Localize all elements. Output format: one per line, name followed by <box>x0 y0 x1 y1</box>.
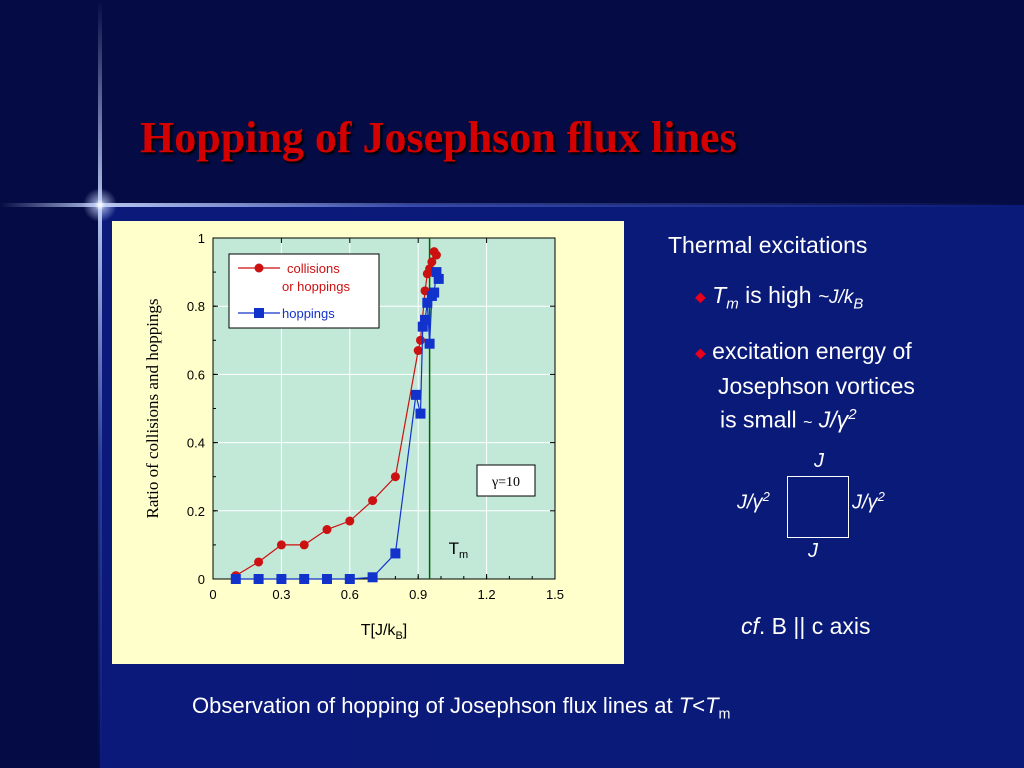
slide-header-band <box>0 0 1024 205</box>
data-point-collisions <box>368 496 378 506</box>
chart-panel: 0 0.3 0.6 0.9 1.2 1.5 0 0.2 0.4 0.6 0.8 1 Tm collisio… <box>112 221 624 664</box>
tm-label-sub: m <box>459 549 468 561</box>
slide-side-band <box>0 0 100 768</box>
footer-lt: < <box>692 693 706 718</box>
footer-text: Observation of hopping of Josephson flux… <box>192 693 679 718</box>
y-tick-label: 0.2 <box>187 504 205 519</box>
y-axis-label: Ratio of collisions and hoppings <box>143 298 162 518</box>
data-point-hoppings <box>299 574 310 584</box>
coupling-square <box>787 476 849 538</box>
data-point-collisions <box>427 257 437 267</box>
data-point-hoppings <box>276 574 287 584</box>
data-point-collisions <box>413 346 423 356</box>
bullet-line3: is small <box>720 406 797 433</box>
data-point-hoppings <box>415 408 426 419</box>
data-point-hoppings <box>417 321 428 332</box>
notes-heading: Thermal excitations <box>668 232 868 258</box>
bullet-line1: excitation energy of <box>712 338 912 364</box>
small-energy-superscript: 2 <box>848 406 857 423</box>
gamma-annotation: γ=10 <box>491 475 520 490</box>
decor-star-icon <box>80 185 120 225</box>
legend-label-collisions: collisions <box>287 261 340 276</box>
data-point-hoppings <box>420 314 431 325</box>
data-point-hoppings <box>422 297 433 308</box>
data-point-collisions <box>299 540 309 550</box>
y-tick-label: 0.4 <box>187 436 205 451</box>
bullet-diamond-icon: ◆ <box>695 344 706 361</box>
cf-note: cf. B || c axis <box>741 613 871 640</box>
slide-footer: Observation of hopping of Josephson flux… <box>192 693 730 722</box>
data-point-hoppings <box>433 273 444 284</box>
legend-marker-hoppings <box>254 308 264 318</box>
bullet-tm-high: ◆ Tm is high ~J/kB <box>695 282 863 313</box>
legend-marker-collisions <box>254 263 264 273</box>
legend-label-hoppings: hoppings <box>282 306 335 321</box>
y-tick-label: 0.8 <box>187 299 205 314</box>
tm-symbol: T <box>712 282 727 308</box>
energy-value: ~J/k <box>817 287 854 308</box>
diagram-top-label: J <box>814 450 824 472</box>
y-tick-label: 1 <box>198 231 205 246</box>
bullet-diamond-icon: ◆ <box>695 288 706 305</box>
x-tick-label: 0.6 <box>341 587 359 602</box>
x-axis-label-end: ] <box>403 622 407 639</box>
x-tick-label: 1.2 <box>478 587 496 602</box>
data-point-hoppings <box>367 572 378 583</box>
x-axis-label: T[J/kB] <box>361 622 407 642</box>
bullet-line2: Josephson vortices <box>718 373 915 399</box>
data-point-hoppings <box>344 574 355 584</box>
decor-vertical-line <box>98 0 102 768</box>
data-point-collisions <box>322 525 332 535</box>
tm-subscript: m <box>726 295 739 313</box>
footer-tm-sub: m <box>718 706 731 723</box>
cf-text: . B || c axis <box>758 613 871 639</box>
small-energy-value: J/γ <box>818 406 849 433</box>
x-tick-label: 0.3 <box>272 587 290 602</box>
bullet-text: is high <box>745 282 812 308</box>
data-point-hoppings <box>390 548 401 559</box>
x-tick-label: 1.5 <box>546 587 564 602</box>
cf-prefix: cf <box>741 613 759 639</box>
gamma-annotation-box <box>476 464 536 497</box>
tilde-symbol: ~ <box>803 414 813 432</box>
data-point-collisions <box>431 250 441 260</box>
energy-subscript: B <box>853 295 864 313</box>
legend-label-collisions-line2: or hoppings <box>282 279 350 294</box>
data-point-hoppings <box>322 574 332 584</box>
x-axis-label-sub: B <box>395 630 402 642</box>
decor-horizontal-line <box>0 203 1024 207</box>
data-point-hoppings <box>424 338 435 349</box>
slide-title: Hopping of Josephson flux lines <box>140 113 737 162</box>
data-point-hoppings <box>410 389 421 400</box>
x-tick-label: 0 <box>209 587 216 602</box>
data-point-collisions <box>276 540 286 550</box>
diagram-left-label: J/γ2 <box>737 489 770 514</box>
diagram-bottom-label: J <box>808 540 818 562</box>
data-point-hoppings <box>429 287 440 298</box>
y-tick-label: 0 <box>198 572 205 587</box>
footer-tm: T <box>705 693 719 718</box>
plot-border <box>212 237 556 580</box>
y-tick-label: 0.6 <box>187 367 205 382</box>
bullet-excitation: ◆ excitation energy of <box>695 338 912 365</box>
x-tick-label: 0.9 <box>409 587 427 602</box>
data-point-collisions <box>345 516 355 526</box>
data-point-hoppings <box>253 574 264 584</box>
data-point-collisions <box>254 557 264 567</box>
data-point-collisions <box>415 335 425 345</box>
diagram-right-label: J/γ2 <box>852 489 885 514</box>
bullet-line3-row: is small ~ J/γ2 <box>720 406 857 434</box>
data-point-hoppings <box>230 574 241 584</box>
data-point-hoppings <box>431 267 442 278</box>
footer-t: T <box>678 693 693 718</box>
ratio-chart: 0 0.3 0.6 0.9 1.2 1.500.20.40.60.81Tmcollisio… <box>143 231 564 642</box>
data-point-collisions <box>390 472 400 482</box>
